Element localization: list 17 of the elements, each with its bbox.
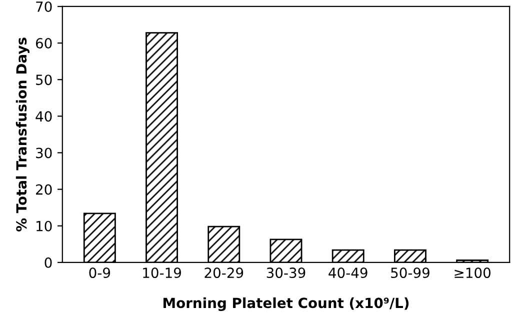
y-tick-label: 0 <box>44 257 52 268</box>
x-tick-label: 10-19 <box>143 268 181 278</box>
y-tick-label: 20 <box>36 184 52 195</box>
x-tick-label: 30-39 <box>266 268 306 278</box>
x-tick-label: 50-99 <box>391 268 430 278</box>
x-tick-label: 0-9 <box>89 268 110 278</box>
y-tick-label: 30 <box>36 148 52 158</box>
x-tick-label: 40-49 <box>328 268 368 278</box>
x-tick-label: 20-29 <box>204 268 244 278</box>
y-axis-title: % Total Transfusion Days <box>16 38 30 232</box>
y-tick-label: 40 <box>36 111 52 122</box>
y-tick-label: 70 <box>36 1 52 12</box>
x-axis-title: Morning Platelet Count (x10⁹/L) <box>164 297 409 311</box>
y-tick-label: 60 <box>36 38 52 49</box>
y-tick-label: 10 <box>36 220 52 232</box>
x-tick-label: ≥100 <box>454 268 490 278</box>
y-tick-label: 50 <box>36 74 52 86</box>
